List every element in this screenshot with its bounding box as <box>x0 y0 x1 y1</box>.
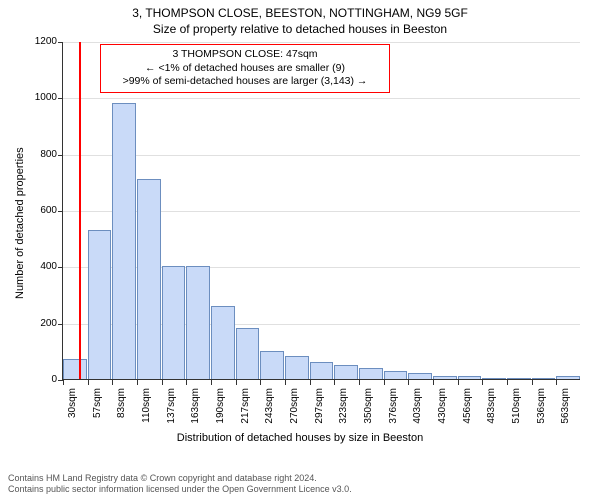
chart-title: 3, THOMPSON CLOSE, BEESTON, NOTTINGHAM, … <box>0 0 600 20</box>
xtick-mark <box>211 380 212 385</box>
marker-line <box>79 42 81 379</box>
xtick-mark <box>162 380 163 385</box>
ytick-mark <box>58 42 63 43</box>
xtick-mark <box>433 380 434 385</box>
xtick-mark <box>137 380 138 385</box>
footer-attribution: Contains HM Land Registry data © Crown c… <box>8 473 352 496</box>
xtick-mark <box>186 380 187 385</box>
histogram-bar <box>532 378 556 379</box>
xtick-label: 483sqm <box>486 388 497 428</box>
ytick-label: 200 <box>21 318 57 329</box>
xtick-label: 350sqm <box>363 388 374 428</box>
xtick-label: 563sqm <box>560 388 571 428</box>
xtick-label: 270sqm <box>289 388 300 428</box>
xtick-label: 456sqm <box>462 388 473 428</box>
histogram-bar <box>112 103 136 379</box>
footer-line-2: Contains public sector information licen… <box>8 484 352 496</box>
histogram-bar <box>384 371 408 379</box>
xtick-mark <box>458 380 459 385</box>
xtick-mark <box>532 380 533 385</box>
ytick-mark <box>58 155 63 156</box>
ytick-mark <box>58 98 63 99</box>
histogram-bar <box>63 359 87 379</box>
xtick-label: 217sqm <box>240 388 251 428</box>
xtick-label: 510sqm <box>511 388 522 428</box>
xtick-mark <box>260 380 261 385</box>
histogram-bar <box>482 378 506 379</box>
xtick-label: 243sqm <box>264 388 275 428</box>
xtick-label: 83sqm <box>116 388 127 428</box>
xtick-mark <box>310 380 311 385</box>
xtick-label: 403sqm <box>412 388 423 428</box>
histogram-bar <box>260 351 284 379</box>
histogram-bar <box>285 356 309 379</box>
footer-line-1: Contains HM Land Registry data © Crown c… <box>8 473 352 485</box>
gridline <box>63 42 580 43</box>
xtick-label: 323sqm <box>338 388 349 428</box>
histogram-bar <box>433 376 457 379</box>
xtick-label: 57sqm <box>92 388 103 428</box>
chart-subtitle: Size of property relative to detached ho… <box>0 20 600 36</box>
xtick-mark <box>236 380 237 385</box>
ytick-label: 1200 <box>21 36 57 47</box>
ytick-label: 1000 <box>21 92 57 103</box>
histogram-bar <box>408 373 432 379</box>
ytick-mark <box>58 211 63 212</box>
gridline <box>63 155 580 156</box>
histogram-bar <box>310 362 334 379</box>
histogram-bar <box>211 306 235 379</box>
histogram-bar <box>359 368 383 379</box>
xtick-mark <box>359 380 360 385</box>
histogram-bar <box>162 266 186 379</box>
histogram-bar <box>186 266 210 379</box>
xtick-mark <box>507 380 508 385</box>
x-axis-label: Distribution of detached houses by size … <box>0 432 600 444</box>
xtick-mark <box>112 380 113 385</box>
ytick-mark <box>58 324 63 325</box>
xtick-label: 297sqm <box>314 388 325 428</box>
histogram-bar <box>236 328 260 379</box>
xtick-mark <box>334 380 335 385</box>
plot-area: 02004006008001000120030sqm57sqm83sqm110s… <box>62 42 580 380</box>
histogram-bar <box>556 376 580 379</box>
xtick-label: 536sqm <box>536 388 547 428</box>
ytick-mark <box>58 267 63 268</box>
xtick-mark <box>88 380 89 385</box>
histogram-bar <box>88 230 112 379</box>
histogram-bar <box>137 179 161 379</box>
histogram-bar <box>507 378 531 379</box>
xtick-mark <box>482 380 483 385</box>
xtick-mark <box>556 380 557 385</box>
xtick-label: 430sqm <box>437 388 448 428</box>
xtick-label: 376sqm <box>388 388 399 428</box>
ytick-label: 800 <box>21 149 57 160</box>
xtick-label: 190sqm <box>215 388 226 428</box>
xtick-mark <box>408 380 409 385</box>
xtick-label: 137sqm <box>166 388 177 428</box>
ytick-label: 400 <box>21 261 57 272</box>
gridline <box>63 98 580 99</box>
ytick-label: 0 <box>21 374 57 385</box>
xtick-label: 30sqm <box>67 388 78 428</box>
xtick-label: 110sqm <box>141 388 152 428</box>
xtick-mark <box>384 380 385 385</box>
histogram-bar <box>458 376 482 379</box>
xtick-mark <box>63 380 64 385</box>
histogram-bar <box>334 365 358 379</box>
xtick-label: 163sqm <box>190 388 201 428</box>
ytick-label: 600 <box>21 205 57 216</box>
xtick-mark <box>285 380 286 385</box>
